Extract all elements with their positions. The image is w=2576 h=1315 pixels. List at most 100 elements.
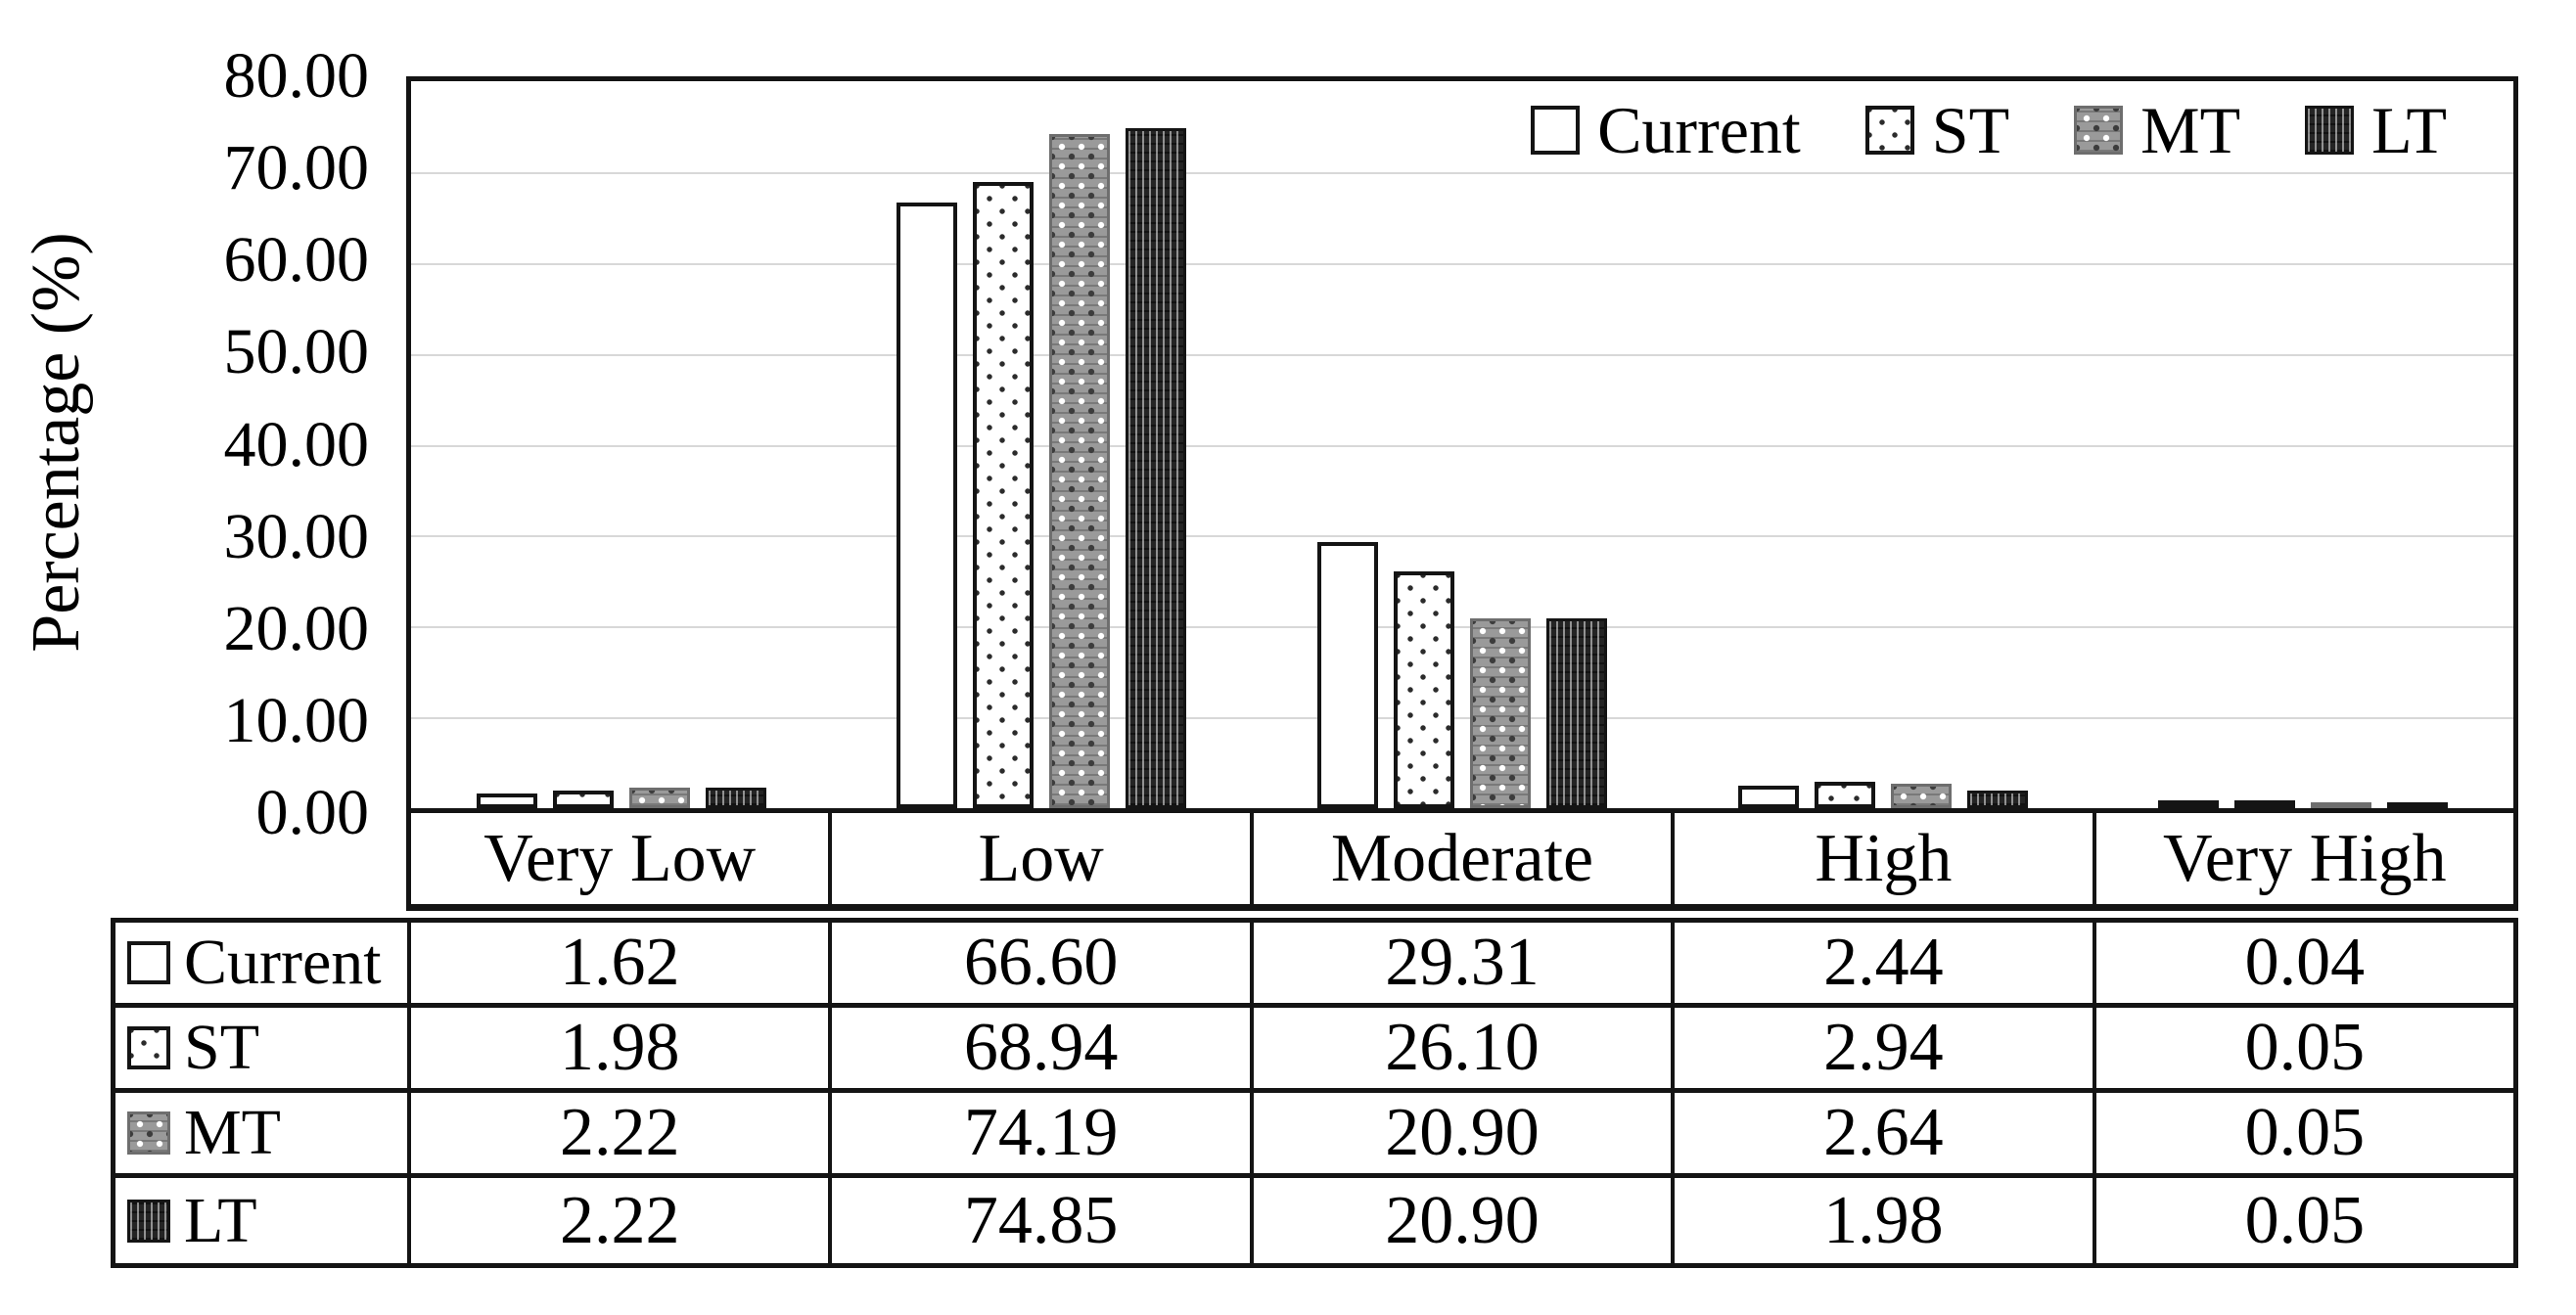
value-cell: 0.04 [2244,925,2366,1000]
value-cell: 66.60 [832,923,1254,1003]
legend-label: ST [1931,93,2010,167]
legend-item-mt: MT [2074,97,2240,163]
y-tick-label: 50.00 [223,316,370,388]
value-cell: 74.19 [832,1093,1254,1173]
bar-mt-low [1049,133,1111,808]
lt-pattern-key-icon [127,1199,170,1243]
current-pattern-key-icon [127,941,170,984]
st-pattern-key-icon [1864,106,1914,155]
value-cell: 20.90 [1254,1093,1676,1173]
y-tick-label: 60.00 [223,224,370,296]
value-cell: 68.94 [832,1008,1254,1088]
y-tick-label: 40.00 [223,408,370,480]
value-cell: 0.05 [2244,1182,2366,1258]
table-row-lt: LT 2.22 74.85 20.90 1.98 0.05 [115,1178,2513,1263]
legend: Current ST MT LT [1531,97,2447,163]
bar-st-high [1814,781,1875,808]
bar-lt-very-high [2387,802,2449,808]
y-tick-label: 30.00 [223,500,370,572]
value-cell: 26.10 [1254,1008,1676,1088]
value-cell: 1.98 [1675,1178,2096,1263]
y-tick-label: 10.00 [223,684,370,756]
bar-st-low [973,181,1035,808]
table-row-st: ST 1.98 68.94 26.10 2.94 0.05 [115,1008,2513,1093]
bars-layer [411,81,2513,808]
row-header-label: Current [184,927,382,998]
gridline [411,535,2513,538]
value-cell: 0.05 [2244,1010,2366,1085]
value-cell: 2.22 [411,1178,833,1263]
st-pattern-key-icon [127,1026,170,1069]
y-axis-tick-labels: 80.00 70.00 60.00 50.00 40.00 30.00 20.00 10.00… [108,44,387,845]
bar-st-very-high [2234,800,2296,808]
bar-group [1252,81,1673,808]
bar-current-moderate [1316,541,1378,808]
y-axis-title: Percentage (%) [19,232,94,653]
table-row-mt: MT 2.22 74.19 20.90 2.64 0.05 [115,1093,2513,1178]
row-header-label: MT [184,1097,281,1168]
gridline [411,444,2513,447]
gridline [411,717,2513,720]
bar-current-very-high [2158,800,2220,808]
gridline [411,626,2513,629]
legend-label: LT [2371,93,2447,167]
bar-mt-very-high [2311,802,2372,808]
y-tick-label: 20.00 [223,592,370,664]
row-header-cell: ST [115,1008,411,1088]
lt-pattern-key-icon [2305,106,2355,155]
value-cell: 2.44 [1675,923,2096,1003]
table-row-current: Current 1.62 66.60 29.31 2.44 0.04 [115,923,2513,1008]
y-tick-label: 80.00 [223,40,370,112]
value-cell: 2.22 [411,1093,833,1173]
bar-lt-moderate [1545,617,1607,808]
legend-label: MT [2140,93,2241,167]
bar-current-very-low [476,793,537,808]
bar-group [411,81,832,808]
column-header-cell: Very High [2162,820,2447,896]
legend-label: Current [1597,93,1801,167]
value-cell: 2.64 [1675,1093,2096,1173]
row-header-cell: MT [115,1093,411,1173]
column-header-cell: Low [832,813,1254,904]
bar-group [2093,81,2513,808]
bar-group [832,81,1253,808]
bar-st-moderate [1393,570,1454,808]
value-cell: 1.98 [411,1008,833,1088]
row-header-cell: LT [115,1178,411,1263]
mt-pattern-key-icon [2074,106,2124,155]
bar-current-high [1737,786,1799,808]
value-cell: 0.05 [2244,1095,2366,1170]
value-cell: 1.62 [411,923,833,1003]
category-header-row: Very Low Low Moderate High Very High [406,813,2518,911]
y-tick-label: 0.00 [255,777,370,848]
gridline [411,171,2513,174]
row-header-label: ST [184,1012,260,1083]
mt-pattern-key-icon [127,1111,170,1155]
column-header-cell: High [1675,813,2096,904]
column-header-cell: Very Low [411,813,833,904]
bar-current-low [897,203,958,808]
plot-area: Current ST MT LT [406,76,2518,813]
row-header-cell: Current [115,923,411,1003]
value-cell: 29.31 [1254,923,1676,1003]
legend-item-st: ST [1864,93,2010,167]
bar-lt-low [1126,127,1187,808]
bar-mt-very-low [628,788,690,808]
y-tick-label: 70.00 [223,132,370,204]
current-pattern-key-icon [1531,106,1581,155]
legend-item-lt: LT [2305,97,2447,163]
value-cell: 2.94 [1675,1008,2096,1088]
row-header-label: LT [184,1184,257,1256]
bar-lt-very-low [705,788,766,808]
legend-item-current: Current [1531,97,1801,163]
bar-lt-high [1966,790,2028,808]
bar-group [1673,81,2093,808]
bar-mt-high [1890,784,1952,808]
column-header-cell: Moderate [1254,813,1676,904]
gridline [411,353,2513,356]
value-cell: 20.90 [1254,1178,1676,1263]
gridline [411,262,2513,265]
value-cell: 74.85 [832,1178,1254,1263]
bar-st-very-low [552,790,614,808]
